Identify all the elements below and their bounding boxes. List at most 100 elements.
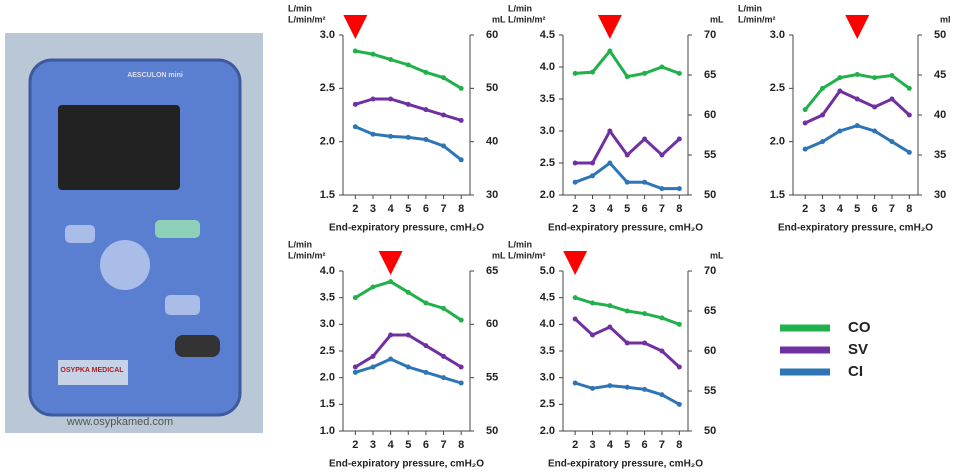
marker-triangle: [563, 251, 587, 275]
data-point: [907, 113, 912, 118]
data-point: [423, 137, 428, 142]
data-point: [441, 375, 446, 380]
x-axis-label: End-expiratory pressure, cmH₂O: [778, 223, 933, 234]
data-point: [889, 73, 894, 78]
data-point: [388, 357, 393, 362]
y2-tick-label: 60: [704, 345, 716, 357]
data-point: [872, 75, 877, 80]
legend-label: CI: [848, 363, 863, 380]
x-tick-label: 2: [352, 439, 358, 451]
x-tick-label: 5: [405, 203, 411, 215]
data-point: [353, 124, 358, 129]
data-point: [837, 129, 842, 134]
y-tick-label: 2.0: [540, 189, 555, 201]
data-point: [370, 365, 375, 370]
y-tick-label: 1.5: [320, 398, 335, 410]
data-point: [642, 387, 647, 392]
y2-axis-label: ml: [940, 14, 951, 24]
data-point: [642, 341, 647, 346]
x-tick-label: 8: [458, 203, 464, 215]
y2-tick-label: 30: [486, 189, 498, 201]
data-point: [607, 383, 612, 388]
data-point: [872, 129, 877, 134]
data-point: [406, 365, 411, 370]
y-tick-label: 4.5: [540, 292, 555, 304]
data-point: [353, 365, 358, 370]
data-point: [659, 392, 664, 397]
y2-axis-label: mL: [492, 250, 506, 260]
data-point: [590, 161, 595, 166]
data-point: [353, 295, 358, 300]
y-tick-label: 3.5: [540, 93, 555, 105]
data-point: [406, 62, 411, 67]
series-line: [575, 131, 679, 163]
x-tick-label: 4: [837, 203, 844, 215]
y-tick-label: 3.0: [770, 29, 785, 41]
x-axis-label: End-expiratory pressure, cmH₂O: [548, 223, 703, 234]
y-tick-label: 2.5: [770, 82, 785, 94]
x-axis-label: End-expiratory pressure, cmH₂O: [548, 459, 703, 470]
data-point: [353, 102, 358, 107]
y2-tick-label: 70: [704, 265, 716, 277]
y-tick-label: 1.5: [320, 189, 335, 201]
data-point: [855, 123, 860, 128]
data-point: [803, 121, 808, 126]
y-tick-label: 3.0: [540, 125, 555, 137]
y-tick-label: 2.0: [540, 425, 555, 437]
marker-triangle: [845, 15, 869, 39]
data-point: [370, 52, 375, 57]
x-tick-label: 7: [889, 203, 895, 215]
y2-tick-label: 45: [934, 69, 946, 81]
data-point: [677, 186, 682, 191]
data-point: [803, 147, 808, 152]
data-point: [625, 385, 630, 390]
data-point: [441, 143, 446, 148]
data-point: [907, 150, 912, 155]
device-brand: OSYPKA MEDICAL: [60, 367, 124, 374]
data-point: [441, 75, 446, 80]
x-tick-label: 4: [607, 439, 614, 451]
y-tick-label: 3.0: [540, 372, 555, 384]
data-point: [370, 354, 375, 359]
data-point: [907, 86, 912, 91]
data-point: [573, 180, 578, 185]
data-point: [625, 74, 630, 79]
device-label: AESCULON mini: [127, 72, 183, 79]
data-point: [459, 118, 464, 123]
data-point: [889, 97, 894, 102]
data-point: [573, 381, 578, 386]
y2-axis-label: mL: [710, 14, 724, 24]
y-axis-label: L/min/m²: [288, 14, 326, 24]
y2-tick-label: 55: [704, 385, 716, 397]
y2-tick-label: 50: [934, 29, 946, 41]
series-line: [805, 91, 909, 123]
x-tick-label: 8: [676, 203, 682, 215]
series-line: [805, 126, 909, 153]
figure: AESCULON mini OSYPKA MEDICAL www.osypkam…: [0, 0, 953, 475]
y-axis-label: L/min: [508, 239, 532, 249]
data-point: [855, 97, 860, 102]
data-point: [423, 370, 428, 375]
data-point: [423, 107, 428, 112]
device-photo: AESCULON mini OSYPKA MEDICAL www.osypkam…: [5, 33, 263, 433]
data-point: [677, 137, 682, 142]
data-point: [855, 72, 860, 77]
y-tick-label: 2.5: [320, 82, 335, 94]
data-point: [590, 386, 595, 391]
data-point: [388, 134, 393, 139]
data-point: [625, 153, 630, 158]
data-point: [837, 75, 842, 80]
x-tick-label: 5: [624, 439, 630, 451]
device-dpad: [100, 240, 150, 290]
legend-label: CO: [848, 319, 871, 336]
marker-triangle: [379, 251, 403, 275]
data-point: [590, 333, 595, 338]
x-tick-label: 8: [458, 439, 464, 451]
data-point: [607, 49, 612, 54]
x-tick-label: 3: [819, 203, 825, 215]
y-tick-label: 2.5: [540, 398, 555, 410]
y-tick-label: 2.5: [540, 157, 555, 169]
y2-tick-label: 65: [704, 69, 716, 81]
y2-tick-label: 55: [704, 149, 716, 161]
x-tick-label: 7: [659, 439, 665, 451]
